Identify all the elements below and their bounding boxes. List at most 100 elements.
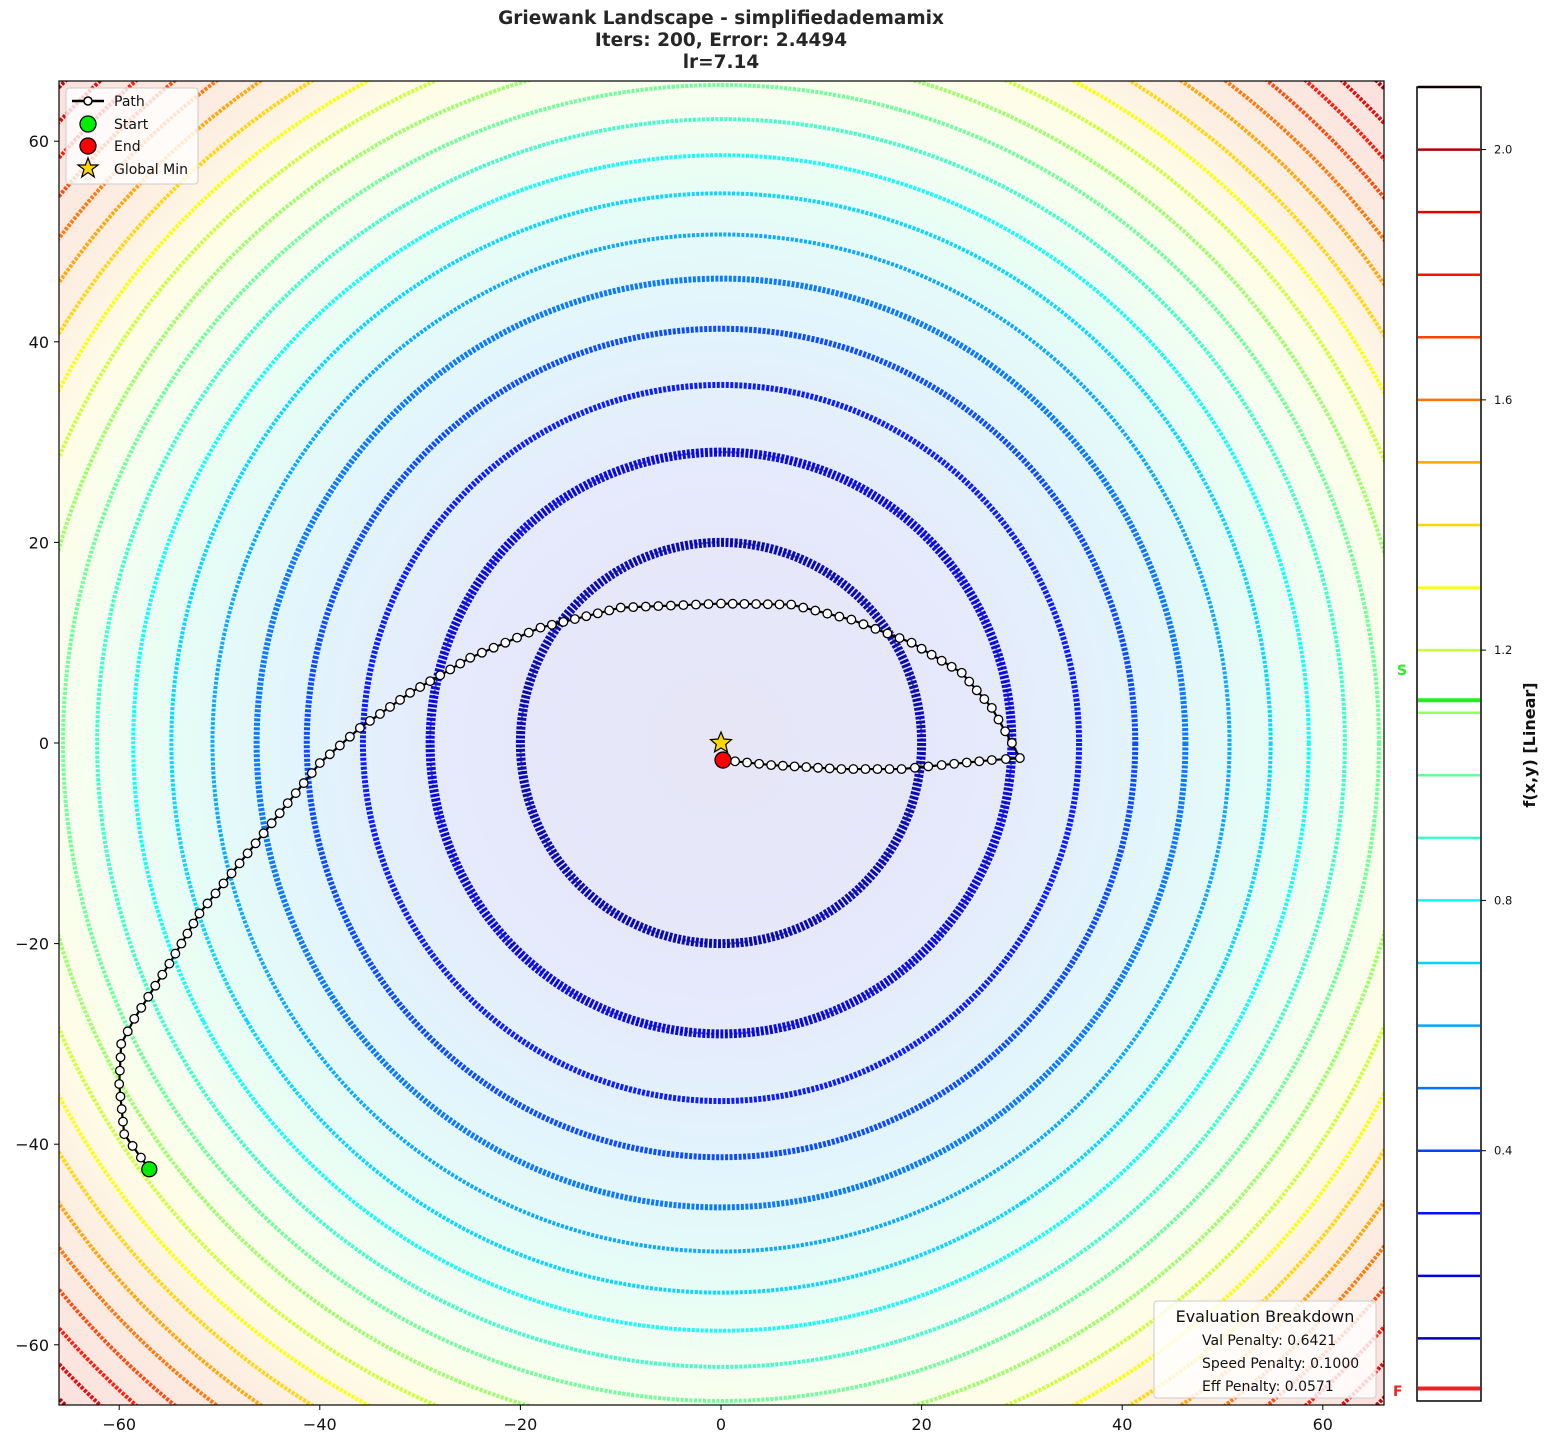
- start-value-marker: S: [1397, 663, 1407, 679]
- colorbar: 0.4 0.8 1.2 1.6 2.0 S F f(x,y) [Linear]: [1393, 85, 1539, 1402]
- path-point: [354, 723, 365, 733]
- contour-ring: [131, 153, 1311, 1333]
- path-point: [116, 1104, 127, 1115]
- path-point: [640, 601, 651, 612]
- path-point: [1000, 754, 1011, 764]
- path-point: [836, 764, 847, 775]
- path-point: [923, 761, 934, 772]
- title-line-1: Griewank Landscape - simplifiedademamix: [498, 8, 944, 29]
- path-point: [786, 599, 797, 610]
- path-point: [884, 764, 895, 775]
- path-point: [848, 764, 859, 775]
- colorbar-level-lines: [1418, 85, 1480, 1391]
- evaluation-title: Evaluation Breakdown: [1176, 1307, 1355, 1326]
- path-point: [766, 760, 777, 771]
- val-penalty: Val Penalty: 0.6421: [1202, 1333, 1336, 1349]
- y-tick-label: −40: [15, 1135, 49, 1154]
- contour-ring: [359, 381, 1083, 1105]
- legend-item-end: End: [79, 137, 141, 155]
- path-point: [114, 1079, 125, 1089]
- path-point: [143, 991, 154, 1002]
- path-point: [739, 598, 750, 609]
- x-tick-label: 0: [716, 1415, 726, 1434]
- path-point: [395, 694, 405, 705]
- path-point: [909, 762, 920, 773]
- contour-ring: [169, 191, 1273, 1295]
- path-point: [274, 808, 285, 819]
- colorbar-tick-label: 2.0: [1494, 143, 1512, 157]
- path-point: [266, 818, 277, 829]
- path-point: [751, 599, 762, 610]
- path-line-marker-icon: [83, 96, 93, 106]
- path-point: [949, 758, 960, 769]
- path-point: [202, 898, 213, 909]
- path-point: [801, 762, 812, 773]
- colorbar-tick-label: 0.4: [1494, 1144, 1512, 1158]
- path-point: [916, 643, 927, 654]
- path-point: [306, 768, 317, 779]
- path-point: [653, 601, 664, 612]
- path-point: [569, 614, 580, 625]
- gold-star-icon: [76, 156, 100, 179]
- legend-label-start: Start: [114, 117, 149, 133]
- path-point: [546, 619, 557, 630]
- path-point: [157, 969, 168, 980]
- eff-penalty: Eff Penalty: 0.0571: [1202, 1379, 1334, 1395]
- path-point: [314, 758, 325, 769]
- path-point: [385, 701, 395, 712]
- speed-penalty: Speed Penalty: 0.1000: [1202, 1356, 1359, 1372]
- legend-item-path: Path: [72, 94, 145, 110]
- optimizer-path: [114, 598, 1025, 1178]
- path-point: [218, 878, 229, 889]
- path-point: [860, 764, 871, 775]
- title-line-3: lr=7.14: [682, 52, 760, 73]
- path-point: [858, 619, 869, 630]
- path-point: [834, 611, 845, 622]
- path-point: [665, 600, 676, 611]
- y-tick-label: −60: [15, 1336, 49, 1355]
- x-tick-label: 60: [1313, 1415, 1333, 1434]
- evaluation-breakdown-box: Evaluation Breakdown Val Penalty: 0.6421…: [1153, 1300, 1377, 1399]
- contour-ring: [95, 117, 1347, 1369]
- path-point: [405, 687, 416, 698]
- path-point: [615, 602, 626, 613]
- path-point: [798, 602, 809, 613]
- path-point: [896, 764, 907, 775]
- path-point: [250, 838, 261, 849]
- y-tick-label: 60: [29, 132, 49, 151]
- path-point: [906, 637, 917, 648]
- path-point: [986, 702, 997, 713]
- path-point: [690, 599, 701, 610]
- y-tick-label: −20: [15, 935, 49, 954]
- path-point: [986, 755, 997, 766]
- path-point: [115, 1052, 126, 1063]
- path-point: [789, 761, 800, 772]
- path-point: [822, 608, 833, 619]
- path-point: [824, 763, 835, 774]
- path-point: [298, 778, 309, 789]
- legend-label-global-min: Global Min: [114, 162, 188, 178]
- path-point: [894, 633, 905, 644]
- path-point: [210, 888, 221, 899]
- path-point: [425, 676, 436, 687]
- path-point: [170, 948, 181, 959]
- path-point: [936, 655, 947, 666]
- legend-label-path: Path: [114, 94, 145, 110]
- final-value-marker: F: [1393, 1384, 1403, 1400]
- path-point: [971, 685, 982, 696]
- contour-ring: [210, 232, 1232, 1254]
- path-point: [730, 756, 740, 767]
- colorbar-tick-label: 1.2: [1494, 643, 1512, 657]
- path-point: [477, 647, 487, 658]
- path-point: [282, 798, 293, 809]
- path-point: [754, 758, 765, 769]
- path-point: [122, 1026, 133, 1037]
- path-point: [164, 958, 175, 969]
- path-point: [118, 1116, 128, 1127]
- path-point: [226, 868, 237, 879]
- path-point: [882, 628, 893, 639]
- colorbar-label: f(x,y) [Linear]: [1520, 682, 1539, 807]
- y-axis: −60 −40 −20 0 20 40 60: [15, 132, 59, 1355]
- legend-label-end: End: [114, 139, 141, 155]
